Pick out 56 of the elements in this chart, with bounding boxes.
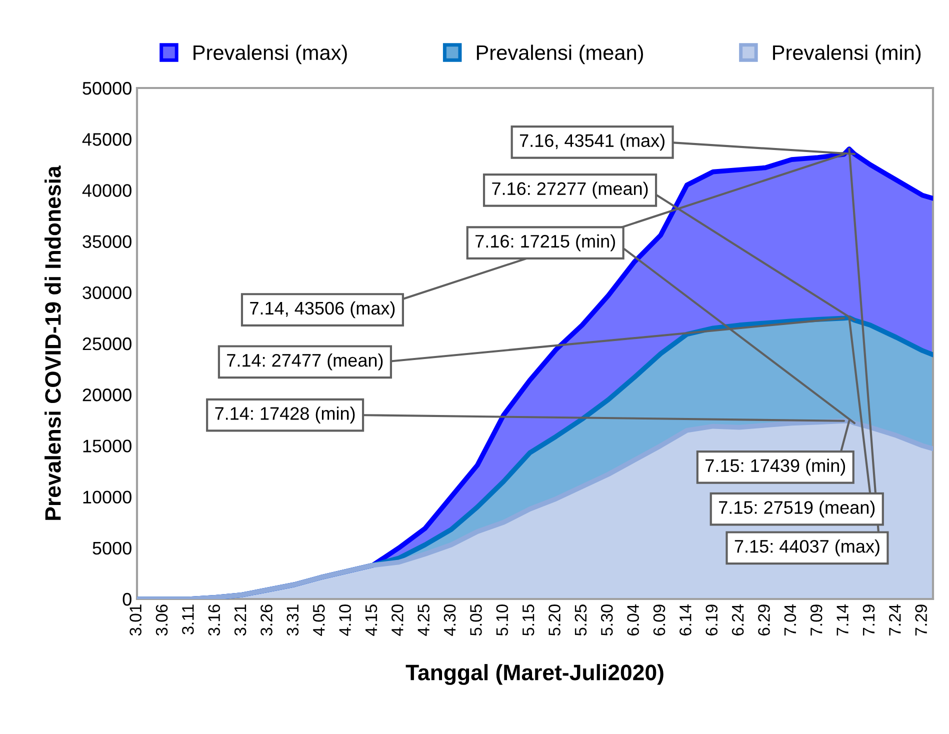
annotation: 7.15: 27519 (mean) (719, 500, 875, 518)
x-tick-label: 6.14 (680, 604, 692, 636)
annotation: 7.15: 44037 (max) (734, 539, 880, 556)
y-tick-label: 15000 (83, 440, 132, 452)
annotation: 7.14, 43506 (max) (250, 301, 395, 318)
x-tick-label: 3.31 (286, 604, 299, 636)
x-tick-label: 6.04 (627, 604, 639, 636)
x-tick-label: 7.29 (915, 604, 927, 636)
x-tick-label: 3.21 (234, 604, 246, 636)
y-axis-title: Prevalensi COVID-19 di Indonesia (44, 166, 61, 520)
x-tick-label: 7.24 (889, 604, 901, 636)
x-tick-label: 4.10 (339, 604, 351, 636)
x-tick-label: 6.29 (758, 604, 770, 636)
x-tick-label: 6.09 (653, 604, 666, 636)
x-tick-label: 4.30 (444, 604, 456, 636)
annotation: 7.16: 17215 (min) (476, 234, 615, 252)
x-tick-label: 5.25 (574, 604, 587, 636)
x-tick-label: 3.06 (156, 604, 168, 636)
x-tick-label: 7.09 (810, 604, 822, 636)
x-tick-label: 3.01 (130, 604, 142, 636)
x-tick-label: 5.30 (600, 604, 613, 636)
x-tick-label: 4.15 (366, 604, 378, 636)
x-tick-label: 3.11 (182, 604, 194, 634)
legend-label: Prevalensi (mean) (476, 44, 644, 64)
y-tick-label: 45000 (82, 133, 132, 146)
annotation: 7.15: 17439 (min) (706, 458, 846, 476)
annotation: 7.14: 17428 (min) (215, 406, 355, 424)
x-tick-label: 5.10 (496, 604, 508, 636)
y-tick-label: 0 (122, 592, 132, 606)
x-tick-label: 5.05 (470, 604, 482, 636)
x-tick-label: 6.24 (732, 604, 744, 636)
x-axis-title: Tanggal (Maret-Juli2020) (406, 664, 664, 685)
y-tick-label: 40000 (82, 184, 132, 197)
x-tick-label: 4.25 (418, 604, 430, 636)
x-tick-label: 5.15 (522, 604, 534, 636)
y-tick-label: 10000 (83, 490, 132, 504)
x-tick-label: 3.16 (208, 604, 220, 636)
y-tick-label: 35000 (82, 235, 132, 248)
x-tick-label: 4.20 (392, 604, 404, 636)
y-tick-label: 25000 (82, 337, 132, 350)
x-tick-label: 5.20 (548, 604, 560, 636)
legend-label: Prevalensi (min) (773, 44, 921, 64)
x-tick-label: 7.04 (784, 604, 796, 636)
annotation: 7.16, 43541 (max) (520, 134, 664, 151)
annotation: 7.16: 27277 (mean) (492, 182, 648, 199)
legend-label: Prevalensi (max) (194, 44, 347, 64)
y-tick-label: 20000 (82, 388, 132, 402)
x-tick-label: 4.05 (312, 604, 325, 636)
annotation: 7.14: 27477 (mean) (227, 353, 383, 370)
x-tick-label: 7.14 (836, 604, 848, 636)
y-tick-label: 5000 (92, 542, 132, 555)
y-tick-label: 30000 (82, 286, 132, 300)
y-tick-label: 50000 (82, 82, 132, 95)
x-tick-label: 6.19 (706, 604, 718, 636)
x-tick-label: 3.26 (260, 604, 272, 636)
x-tick-label: 7.19 (862, 604, 875, 636)
